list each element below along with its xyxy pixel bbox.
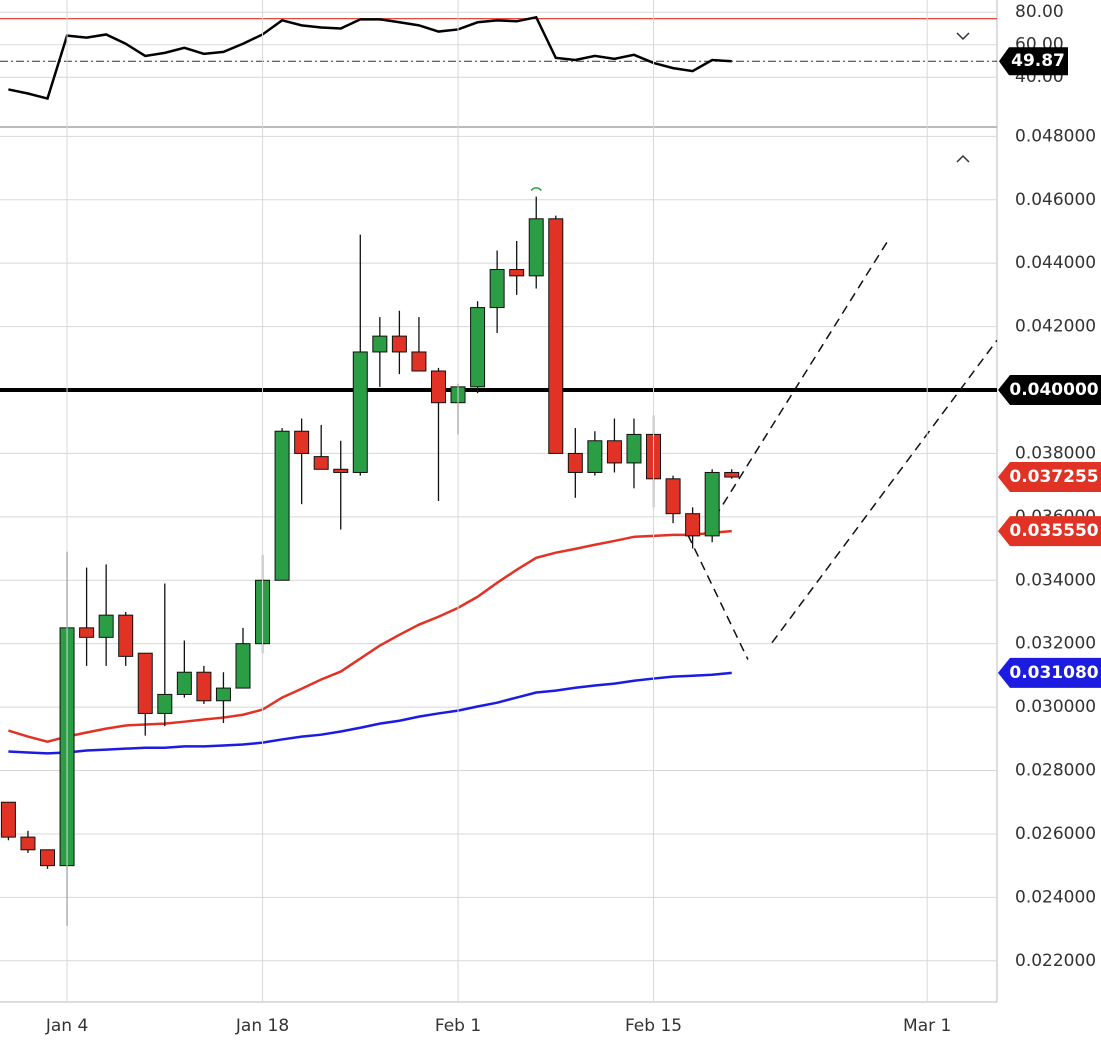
candle-body <box>333 468 349 473</box>
x-tick-label: Feb 1 <box>435 1016 481 1036</box>
candle-body <box>352 351 368 473</box>
candle-body <box>215 687 231 702</box>
price-tag <box>998 462 1101 493</box>
moving-average <box>8 671 732 755</box>
y-tick-label: 0.028000 <box>1015 761 1096 781</box>
candle-body <box>470 307 486 388</box>
candle-body <box>548 218 564 454</box>
candle-body <box>20 836 36 851</box>
trend-line <box>706 241 888 531</box>
price-tag-label: 49.87 <box>1011 51 1065 71</box>
candle-body <box>665 478 681 515</box>
moving-average <box>8 529 732 743</box>
rsi-panel <box>0 11 997 101</box>
candle-body <box>587 440 603 473</box>
price-tag-label: 0.040000 <box>1009 380 1098 400</box>
y-tick-label: 0.024000 <box>1015 887 1096 907</box>
axes: Jan 4 Jan 18 Feb 1 Feb 15 Mar 1 0.022000 0.024… <box>45 0 1101 1036</box>
candle-body <box>137 652 153 714</box>
price-tag-label: 0.035550 <box>1009 521 1098 541</box>
price-tag-label: 0.037255 <box>1009 467 1098 487</box>
y-tick-label: 0.042000 <box>1015 317 1096 337</box>
candle-body <box>157 693 173 714</box>
y-tick-label: 0.026000 <box>1015 824 1096 844</box>
y-tick-label: 0.038000 <box>1015 443 1096 463</box>
candle-body <box>274 430 290 581</box>
high-marker <box>530 187 542 192</box>
trend-line <box>771 339 997 644</box>
candle-body <box>372 335 388 353</box>
candle-body <box>685 513 701 537</box>
collapse-button[interactable] <box>956 154 970 163</box>
candle-body <box>430 370 446 404</box>
collapse-button[interactable] <box>956 32 970 41</box>
candle-body <box>626 433 642 464</box>
trend-line <box>687 534 749 660</box>
candle-body <box>528 218 544 277</box>
y-tick-label: 0.044000 <box>1015 253 1096 273</box>
y-tick-label: 80.00 <box>1015 2 1064 22</box>
x-tick-label: Feb 15 <box>625 1016 682 1036</box>
y-tick-label: 0.046000 <box>1015 190 1096 210</box>
price-tag <box>999 47 1068 76</box>
x-tick-label: Mar 1 <box>903 1016 951 1036</box>
candle-body <box>489 269 505 309</box>
candle-body <box>294 430 310 454</box>
candle-body <box>391 335 407 353</box>
price-tag-label: 0.031080 <box>1009 663 1098 683</box>
y-tick-label: 0.032000 <box>1015 634 1096 654</box>
candle-body <box>118 614 134 657</box>
rsi-line <box>8 15 732 101</box>
candle-body <box>79 627 95 638</box>
y-tick-label: 0.034000 <box>1015 570 1096 590</box>
y-tick-label: 0.030000 <box>1015 697 1096 717</box>
candle-body <box>567 452 583 473</box>
candle-body <box>98 614 114 638</box>
price-tag <box>998 516 1101 547</box>
candle-body <box>176 671 192 695</box>
candle-body <box>724 471 740 478</box>
x-tick-label: Jan 18 <box>235 1016 289 1036</box>
candle-body <box>196 671 212 702</box>
candle-body <box>313 456 329 470</box>
y-tick-label: 0.022000 <box>1015 951 1096 971</box>
price-panel <box>0 135 997 962</box>
candle-body <box>509 269 525 277</box>
y-tick-label: 0.048000 <box>1015 126 1096 146</box>
candle-body <box>235 643 251 689</box>
x-tick-label: Jan 4 <box>45 1016 88 1036</box>
price-tag <box>998 375 1101 406</box>
candle-body <box>704 471 720 537</box>
candle-body <box>40 849 56 867</box>
candle-body <box>411 351 427 372</box>
candle-body <box>606 440 622 464</box>
price-tag <box>998 657 1101 688</box>
candle-body <box>0 801 16 838</box>
